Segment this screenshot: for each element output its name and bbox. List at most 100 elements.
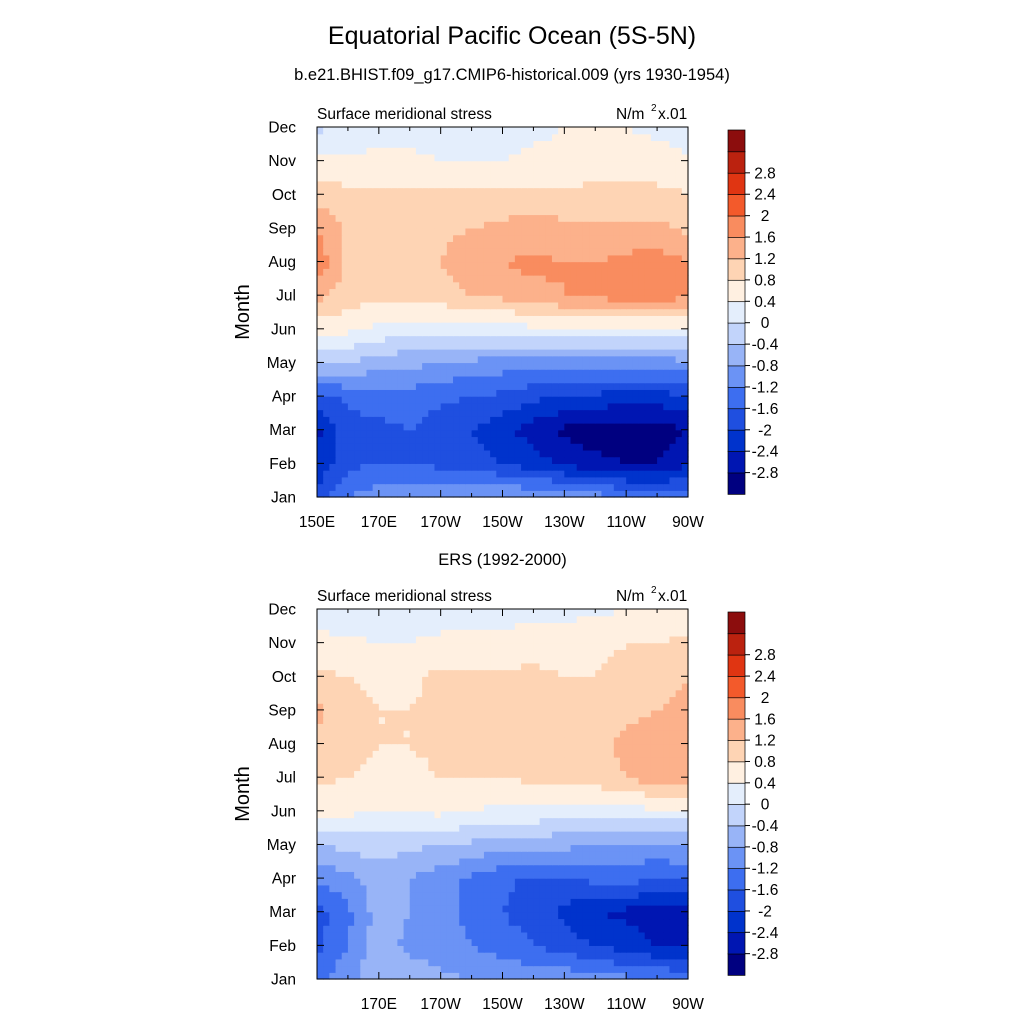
heatmap-cell	[335, 884, 343, 893]
heatmap-cell	[490, 241, 497, 249]
heatmap-cell	[669, 133, 677, 142]
heatmap-cell	[453, 409, 460, 417]
heatmap-cell	[576, 817, 584, 825]
heatmap-cell	[564, 443, 572, 451]
heatmap-cell	[440, 382, 448, 390]
heatmap-cell	[428, 965, 436, 973]
heatmap-cell	[613, 362, 621, 370]
heatmap-cell	[514, 938, 522, 946]
heatmap-cell	[490, 898, 497, 906]
heatmap-cell	[558, 831, 565, 839]
heatmap-cell	[335, 140, 343, 148]
colorbar-box	[727, 408, 746, 431]
heatmap-cell	[545, 958, 553, 967]
heatmap-cell	[391, 925, 398, 933]
heatmap-cell	[669, 127, 677, 135]
heatmap-cell	[514, 416, 522, 424]
heatmap-cell	[391, 810, 398, 819]
heatmap-cell	[551, 456, 559, 464]
heatmap-cell	[527, 335, 535, 343]
heatmap-cell	[378, 864, 386, 872]
heatmap-cell	[434, 851, 442, 859]
heatmap-cell	[471, 147, 479, 155]
heatmap-cell	[354, 201, 361, 209]
heatmap-cell	[335, 281, 343, 290]
heatmap-cell	[360, 127, 368, 135]
heatmap-cell	[341, 194, 349, 202]
heatmap-cell	[558, 898, 565, 906]
heatmap-cell	[415, 328, 423, 337]
heatmap-cell	[613, 831, 621, 839]
heatmap-cell	[453, 389, 460, 397]
heatmap-cell	[626, 227, 633, 236]
heatmap-cell	[459, 194, 466, 202]
heatmap-cell	[453, 871, 460, 879]
heatmap-cell	[669, 281, 677, 290]
heatmap-cell	[459, 261, 466, 269]
heatmap-cell	[403, 423, 411, 431]
heatmap-cell	[440, 254, 448, 263]
heatmap-cell	[632, 938, 640, 946]
heatmap-cell	[341, 261, 349, 269]
heatmap-cell	[391, 248, 398, 256]
heatmap-cell	[613, 201, 621, 209]
heatmap-cell	[681, 315, 689, 323]
heatmap-cell	[459, 851, 466, 859]
heatmap-cell	[440, 490, 448, 498]
heatmap-cell	[527, 443, 535, 451]
heatmap-cell	[347, 958, 355, 967]
heatmap-cell	[471, 227, 479, 236]
heatmap-cell	[422, 470, 429, 478]
heatmap-cell	[496, 328, 504, 337]
heatmap-cell	[317, 342, 324, 350]
heatmap-cell	[669, 207, 677, 216]
heatmap-cell	[545, 463, 553, 471]
heatmap-cell	[397, 416, 405, 424]
heatmap-cell	[663, 884, 671, 893]
heatmap-cell	[613, 349, 621, 357]
heatmap-cell	[471, 965, 479, 973]
heatmap-cell	[459, 369, 466, 377]
heatmap-cell	[422, 140, 429, 148]
heatmap-cell	[440, 891, 448, 899]
heatmap-cell	[366, 931, 374, 940]
heatmap-cell	[335, 891, 343, 899]
heatmap-cell	[459, 844, 466, 852]
heatmap-cell	[539, 241, 547, 249]
heatmap-cell	[409, 871, 417, 879]
heatmap-cell	[434, 436, 442, 444]
heatmap-cell	[589, 945, 596, 953]
heatmap-cell	[644, 972, 652, 980]
heatmap-cell	[675, 234, 683, 242]
heatmap-cell	[471, 857, 479, 866]
heatmap-cell	[409, 214, 417, 222]
heatmap-cell	[558, 375, 565, 384]
heatmap-cell	[483, 147, 491, 155]
heatmap-cell	[564, 918, 572, 926]
heatmap-cell	[601, 965, 609, 973]
heatmap-cell	[378, 898, 386, 906]
heatmap-cell	[619, 315, 627, 323]
heatmap-cell	[329, 328, 337, 337]
heatmap-cell	[681, 409, 689, 417]
heatmap-cell	[459, 275, 466, 283]
heatmap-cell	[626, 851, 633, 859]
heatmap-cell	[366, 925, 374, 933]
heatmap-cell	[613, 443, 621, 451]
heatmap-cell	[459, 315, 466, 323]
heatmap-cell	[595, 194, 603, 202]
heatmap-cell	[378, 389, 386, 397]
heatmap-cell	[490, 214, 497, 222]
heatmap-cell	[638, 221, 646, 229]
heatmap-cell	[490, 207, 497, 216]
heatmap-cell	[422, 396, 429, 404]
heatmap-cell	[675, 911, 683, 920]
heatmap-cell	[440, 396, 448, 404]
heatmap-cell	[564, 396, 572, 404]
heatmap-cell	[632, 133, 640, 142]
heatmap-cell	[471, 174, 479, 182]
heatmap-cell	[446, 938, 454, 946]
heatmap-cell	[607, 362, 615, 370]
heatmap-cell	[527, 476, 535, 485]
heatmap-cell	[317, 194, 324, 202]
